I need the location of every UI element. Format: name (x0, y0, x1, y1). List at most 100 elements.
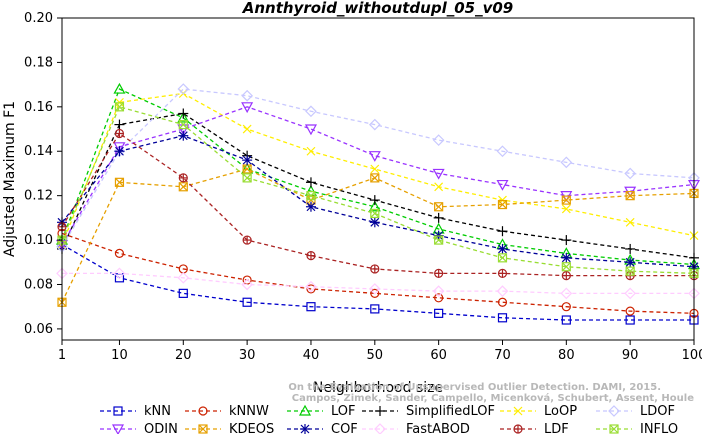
x-tick-label-70: 70 (494, 348, 511, 363)
legend-item-ldof: LDOF (596, 404, 675, 419)
point-knnw-10 (114, 248, 125, 258)
point-fastabod-50 (368, 283, 381, 295)
series-line-odin (61, 106, 695, 245)
point-odin-10 (113, 142, 126, 154)
legend-label-odin: ODIN (144, 422, 178, 434)
point-cof-10 (114, 146, 125, 157)
point-odin-60 (432, 168, 445, 180)
legend-item-ldf: LDF (500, 422, 569, 434)
series-knn (57, 239, 699, 325)
point-ldf-10 (114, 128, 125, 139)
x-tick-label-20: 20 (175, 348, 192, 363)
point-simplifiedlof-70 (497, 226, 508, 237)
point-fastabod-30 (241, 278, 253, 291)
credit-line-authors: Campos, Zimek, Sander, Campello, Micenko… (292, 392, 694, 404)
legend-item-simplifiedlof: SimplifiedLOF (362, 404, 495, 419)
point-knn-60 (434, 308, 444, 318)
point-knnw-50 (370, 288, 380, 298)
point-inflo-10 (114, 102, 125, 112)
legend-marker-simplifiedlof (375, 406, 385, 416)
point-inflo-80 (561, 262, 571, 272)
point-simplifiedlof-50 (369, 195, 380, 206)
legend-label-cof: COF (331, 422, 358, 434)
legend-marker-kdeos (198, 424, 208, 434)
series-inflo (57, 102, 699, 278)
point-loop-90 (625, 217, 635, 227)
point-fastabod-20 (177, 271, 190, 284)
point-fastabod-60 (432, 285, 445, 297)
legend-label-inflo: INFLO (640, 422, 678, 434)
point-ldof-90 (624, 167, 637, 180)
x-tick-label-100: 100 (682, 348, 702, 363)
point-ldof-70 (496, 145, 509, 158)
point-knn-90 (625, 315, 635, 325)
series-line-fastabod (62, 272, 694, 295)
point-ldof-30 (241, 89, 253, 102)
point-fastabod-90 (624, 287, 637, 300)
point-knn-50 (370, 304, 380, 314)
point-inflo-40 (306, 191, 316, 201)
point-knn-20 (178, 288, 188, 298)
point-inflo-90 (625, 266, 635, 276)
plot-area-frame (61, 17, 695, 341)
legend-marker-ldf (513, 424, 523, 434)
point-cof-40 (305, 201, 316, 212)
series-line-knn (61, 243, 694, 321)
point-loop-30 (242, 124, 252, 134)
point-kdeos-80 (561, 195, 571, 205)
legend-marker-fastabod (374, 423, 386, 434)
point-knnw-70 (497, 297, 508, 307)
point-kdeos-90 (625, 191, 635, 201)
point-kdeos-20 (178, 182, 188, 192)
point-odin-40 (304, 124, 317, 136)
point-inflo-50 (370, 208, 380, 219)
point-loop-40 (306, 146, 316, 156)
point-ldf-30 (242, 235, 252, 245)
x-tick-label-30: 30 (239, 348, 256, 363)
legend-marker-loop (513, 406, 523, 416)
point-kdeos-30 (242, 164, 252, 174)
y-tick-label-0.20: 0.20 (24, 11, 53, 26)
legend-label-ldf: LDF (544, 422, 569, 434)
point-ldof-20 (177, 83, 190, 95)
legend-item-kdeos: KDEOS (185, 422, 274, 434)
point-simplifiedlof-90 (625, 243, 636, 254)
point-simplifiedlof-20 (178, 108, 189, 119)
legend-marker-odin (111, 424, 125, 434)
point-knn-80 (561, 315, 571, 325)
series-line-lof (61, 88, 695, 266)
legend-item-loop: LoOP (500, 404, 577, 419)
point-lof-20 (177, 111, 190, 123)
x-axis-label: Neighborhood size (313, 380, 443, 396)
series-odin (55, 102, 701, 251)
point-odin-30 (241, 102, 254, 114)
point-lof-10 (113, 82, 126, 94)
legend-item-inflo: INFLO (596, 422, 678, 434)
y-tick-label-0.18: 0.18 (24, 55, 53, 70)
point-kdeos-70 (497, 199, 508, 210)
series-line-knnw (61, 232, 695, 315)
y-tick-label-0.16: 0.16 (24, 100, 53, 115)
point-ldf-80 (561, 271, 571, 281)
point-loop-80 (561, 204, 571, 214)
point-knn-70 (497, 313, 508, 323)
series-fastabod (56, 267, 700, 300)
point-ldf-50 (370, 264, 380, 274)
point-cof-30 (242, 155, 253, 166)
point-fastabod-10 (113, 267, 126, 280)
legend-item-lof: LOF (287, 404, 356, 419)
point-fastabod-70 (496, 285, 509, 297)
point-ldof-60 (432, 134, 445, 146)
series-kdeos (57, 164, 699, 307)
point-ldf-60 (434, 268, 444, 278)
series-line-kdeos (61, 168, 695, 303)
series-ldf (57, 128, 699, 281)
point-ldf-70 (497, 268, 508, 278)
series-line-inflo (61, 106, 695, 275)
series-line-cof (61, 135, 695, 268)
series-lof (55, 82, 701, 270)
legend-marker-knnw (198, 406, 208, 416)
point-cof-20 (178, 130, 189, 141)
y-tick-label-0.10: 0.10 (24, 233, 53, 248)
point-odin-70 (496, 179, 509, 191)
